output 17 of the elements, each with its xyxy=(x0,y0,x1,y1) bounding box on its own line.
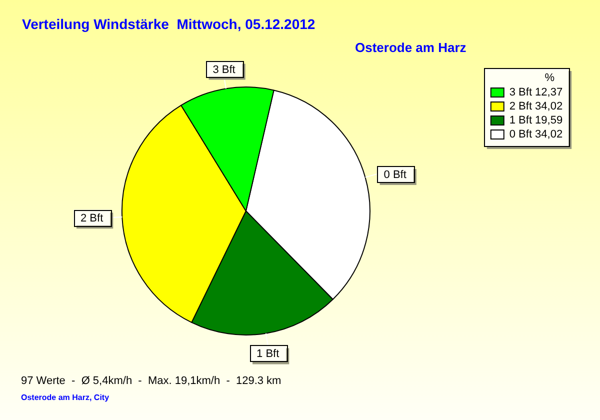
legend-label: 2 Bft xyxy=(509,100,532,113)
chart-subtitle: Osterode am Harz xyxy=(355,40,466,56)
data-label: 34,02 xyxy=(535,100,563,113)
data-label: 34,02 xyxy=(535,128,563,141)
legend-label: 3 Bft xyxy=(509,86,532,99)
slice-label: 0 Bft xyxy=(384,169,406,182)
text: Osterode am Harz, City xyxy=(21,393,110,402)
legend-label: 1 Bft xyxy=(509,114,532,127)
legend-label: 0 Bft xyxy=(509,128,532,141)
chart-title: Verteilung Windstärke Mittwoch, 05.12.2012 xyxy=(22,16,316,32)
text: 97 Werte - Ø 5,4km/h - Max. 19,1km/h - 129.3 km xyxy=(21,375,282,388)
slice-label: 2 Bft xyxy=(80,212,104,225)
legend-title: % xyxy=(544,72,555,84)
data-label: 19,59 xyxy=(535,114,563,127)
slice-label: 3 Bft xyxy=(212,64,236,76)
data-label: 12,37 xyxy=(535,86,563,99)
slice-label: 1 Bft xyxy=(256,348,280,360)
